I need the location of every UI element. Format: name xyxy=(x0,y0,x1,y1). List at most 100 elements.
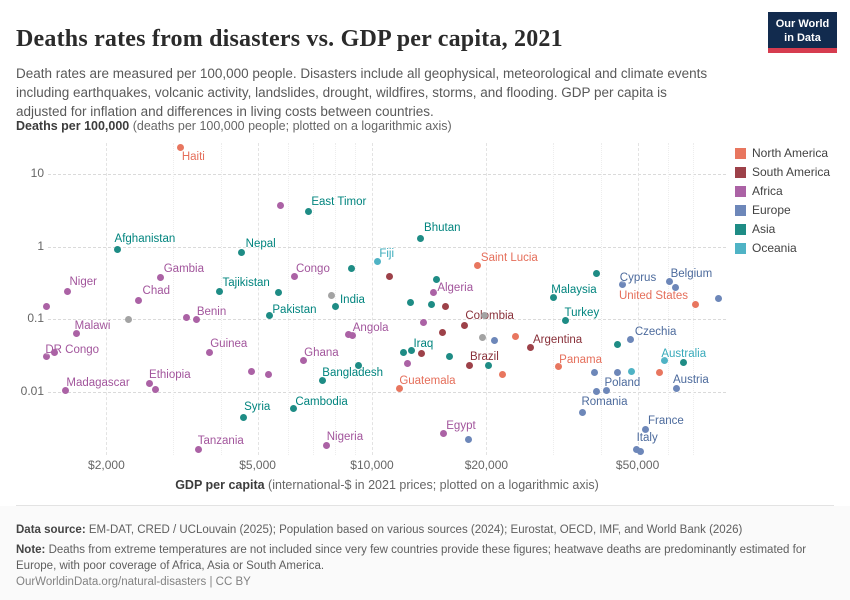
data-point[interactable] xyxy=(248,367,256,375)
data-point[interactable] xyxy=(406,298,414,306)
country-label[interactable]: Congo xyxy=(295,262,330,275)
data-point-australia[interactable] xyxy=(660,356,668,364)
data-point[interactable] xyxy=(446,353,454,361)
data-point-malawi[interactable] xyxy=(73,329,81,337)
data-point-fiji[interactable] xyxy=(373,258,381,266)
country-label[interactable]: Malawi xyxy=(74,320,111,333)
data-point-chad[interactable] xyxy=(135,296,143,304)
data-point[interactable] xyxy=(344,330,352,338)
country-label[interactable]: Madagascar xyxy=(66,376,130,389)
data-point-cyprus[interactable] xyxy=(619,280,627,288)
data-point[interactable] xyxy=(512,333,520,341)
data-point-tanzania[interactable] xyxy=(195,445,203,453)
data-point[interactable] xyxy=(399,348,407,356)
data-point[interactable] xyxy=(419,318,427,326)
country-label[interactable]: Afghanistan xyxy=(114,233,176,246)
country-label[interactable]: Ethiopia xyxy=(149,369,191,382)
country-label[interactable]: Cambodia xyxy=(295,395,348,408)
country-label[interactable]: Austria xyxy=(673,374,709,387)
country-label[interactable]: Iraq xyxy=(413,338,434,351)
data-point-angola[interactable] xyxy=(349,332,357,340)
country-label[interactable]: Guinea xyxy=(210,338,248,351)
data-point-syria[interactable] xyxy=(239,413,247,421)
data-point[interactable] xyxy=(274,289,282,297)
data-point[interactable] xyxy=(328,292,336,300)
legend-item-europe[interactable]: Europe xyxy=(735,203,830,217)
country-label[interactable]: Cyprus xyxy=(619,272,657,285)
country-label[interactable]: Nepal xyxy=(245,237,276,250)
data-point-poland[interactable] xyxy=(602,387,610,395)
data-point[interactable] xyxy=(125,315,133,323)
country-label[interactable]: Gambia xyxy=(163,262,205,275)
country-label[interactable]: Ghana xyxy=(304,347,339,360)
country-label[interactable]: Romania xyxy=(581,396,628,409)
data-point-nepal[interactable] xyxy=(238,249,246,257)
country-label[interactable]: Egypt xyxy=(446,419,476,432)
data-point-guatemala[interactable] xyxy=(395,384,403,392)
data-point-benin[interactable] xyxy=(193,316,201,324)
data-point[interactable] xyxy=(614,369,622,377)
country-label[interactable]: Pakistan xyxy=(272,303,317,316)
data-point[interactable] xyxy=(484,361,492,369)
legend-item-north-america[interactable]: North America xyxy=(735,146,830,160)
data-point[interactable] xyxy=(714,295,722,303)
data-point[interactable] xyxy=(637,447,645,455)
country-label[interactable]: Benin xyxy=(196,305,227,318)
legend-item-asia[interactable]: Asia xyxy=(735,222,830,236)
data-point-east-timor[interactable] xyxy=(304,208,312,216)
data-point[interactable] xyxy=(182,313,190,321)
country-label[interactable]: Argentina xyxy=(532,334,583,347)
data-point-belgium[interactable] xyxy=(666,277,674,285)
data-point[interactable] xyxy=(418,350,426,358)
data-point-iraq[interactable] xyxy=(407,346,415,354)
data-point-congo[interactable] xyxy=(291,273,299,281)
country-label[interactable]: Saint Lucia xyxy=(480,251,538,264)
data-point[interactable] xyxy=(427,300,435,308)
legend-item-oceania[interactable]: Oceania xyxy=(735,241,830,255)
data-point[interactable] xyxy=(593,269,601,277)
data-point[interactable] xyxy=(628,367,636,375)
data-point-afghanistan[interactable] xyxy=(114,245,122,253)
data-point-saint-lucia[interactable] xyxy=(474,262,482,270)
data-point[interactable] xyxy=(498,371,506,379)
data-point[interactable] xyxy=(593,388,601,396)
country-label[interactable]: Panama xyxy=(559,353,603,366)
data-point[interactable] xyxy=(277,201,285,209)
country-label[interactable]: Chad xyxy=(142,285,171,298)
data-point[interactable] xyxy=(151,385,159,393)
data-point-argentina[interactable] xyxy=(527,343,535,351)
country-label[interactable]: Turkey xyxy=(564,306,600,319)
country-label[interactable]: East Timor xyxy=(311,195,367,208)
country-label[interactable]: Tanzania xyxy=(197,435,244,448)
data-point-czechia[interactable] xyxy=(627,336,635,344)
data-point[interactable] xyxy=(42,302,50,310)
data-point[interactable] xyxy=(354,361,362,369)
country-label[interactable]: Nigeria xyxy=(326,431,364,444)
license-link[interactable]: OurWorldinData.org/natural-disasters | C… xyxy=(16,575,251,588)
data-point[interactable] xyxy=(614,340,622,348)
data-point-colombia[interactable] xyxy=(460,322,468,330)
data-point[interactable] xyxy=(490,336,498,344)
data-point-panama[interactable] xyxy=(554,363,562,371)
data-point[interactable] xyxy=(348,264,356,272)
data-point-malaysia[interactable] xyxy=(549,293,557,301)
data-point[interactable] xyxy=(655,369,663,377)
country-label[interactable]: Syria xyxy=(244,401,271,414)
country-label[interactable]: Bhutan xyxy=(424,222,461,235)
country-label[interactable]: Italy xyxy=(636,432,658,445)
country-label[interactable]: Angola xyxy=(352,321,389,334)
data-point-ethiopia[interactable] xyxy=(145,379,153,387)
data-point[interactable] xyxy=(50,349,58,357)
legend-item-south-america[interactable]: South America xyxy=(735,165,830,179)
data-point-haiti[interactable] xyxy=(177,143,185,151)
country-label[interactable]: France xyxy=(648,415,684,428)
country-label[interactable]: Guatemala xyxy=(399,375,456,388)
data-point-bhutan[interactable] xyxy=(416,234,424,242)
data-point[interactable] xyxy=(441,302,449,310)
data-point-turkey[interactable] xyxy=(561,317,569,325)
country-label[interactable]: Brazil xyxy=(470,351,499,364)
country-label[interactable]: India xyxy=(339,294,365,307)
country-label[interactable]: Haiti xyxy=(181,151,205,164)
data-point-dr-congo[interactable] xyxy=(42,353,50,361)
data-point-tajikistan[interactable] xyxy=(216,287,224,295)
